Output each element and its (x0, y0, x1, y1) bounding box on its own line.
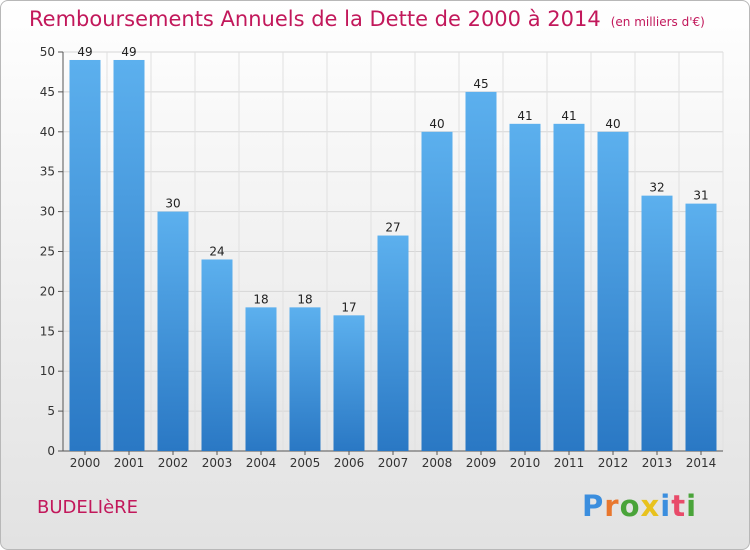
bar-value-label: 32 (649, 181, 664, 195)
logo-letter: r (604, 489, 620, 523)
logo-letter: i (660, 489, 672, 523)
bar (685, 203, 717, 451)
bar-value-label: 27 (385, 221, 400, 235)
proxiti-logo: Proxiti (582, 489, 697, 523)
bar (421, 131, 453, 452)
bar-value-label: 49 (121, 45, 136, 59)
bar (157, 211, 189, 451)
y-tick-label: 10 (40, 364, 55, 378)
bar (333, 315, 365, 451)
y-tick-label: 5 (47, 404, 55, 418)
bar (289, 307, 321, 451)
x-tick-label: 2006 (334, 456, 365, 470)
bar (245, 307, 277, 451)
logo-letter: i (686, 489, 698, 523)
data-labels: 49 49 30 24 18 18 17 27 40 45 41 41 40 32 31 (77, 45, 708, 314)
x-tick-label: 2014 (686, 456, 717, 470)
bar-value-label: 30 (165, 197, 180, 211)
bars (69, 59, 717, 452)
bar (465, 91, 497, 452)
y-tick-label: 35 (40, 165, 55, 179)
bar-value-label: 18 (253, 292, 268, 306)
bar-value-label: 24 (209, 244, 224, 258)
bar-value-label: 17 (341, 300, 356, 314)
bar (597, 131, 629, 452)
bar-value-label: 31 (693, 189, 708, 203)
bar-value-label: 45 (473, 77, 488, 91)
bar (509, 123, 541, 451)
bar (553, 123, 585, 451)
bar-value-label: 18 (297, 292, 312, 306)
x-tick-label: 2011 (554, 456, 585, 470)
bar (201, 259, 233, 451)
x-tick-label: 2005 (290, 456, 321, 470)
y-tick-label: 50 (40, 45, 55, 59)
bar (641, 195, 673, 451)
y-tick-label: 40 (40, 125, 55, 139)
bar-value-label: 40 (429, 117, 444, 131)
y-tick-label: 45 (40, 85, 55, 99)
bar-value-label: 49 (77, 45, 92, 59)
bar-value-label: 41 (561, 109, 576, 123)
x-tick-label: 2013 (642, 456, 673, 470)
bar-value-label: 41 (517, 109, 532, 123)
chart-title: Remboursements Annuels de la Dette de 20… (29, 7, 705, 31)
bar (113, 59, 145, 451)
x-tick-label: 2010 (510, 456, 541, 470)
x-tick-label: 2003 (202, 456, 233, 470)
y-tick-label: 15 (40, 324, 55, 338)
x-tick-label: 2002 (158, 456, 189, 470)
y-tick-label: 0 (47, 444, 55, 458)
bar (377, 235, 409, 451)
y-tick-label: 30 (40, 205, 55, 219)
bar-value-label: 40 (605, 117, 620, 131)
x-tick-label: 2001 (114, 456, 145, 470)
x-tick-label: 2008 (422, 456, 453, 470)
y-tick-label: 20 (40, 284, 55, 298)
x-tick-label: 2007 (378, 456, 409, 470)
logo-letter: o (619, 489, 641, 523)
logo-letter: P (582, 489, 605, 523)
x-tick-label: 2009 (466, 456, 497, 470)
y-tick-label: 25 (40, 245, 55, 259)
logo-letter: x (640, 489, 661, 523)
logo-letter: t (671, 489, 687, 523)
x-tick-label: 2000 (70, 456, 101, 470)
chart-unit: (en milliers d'€) (610, 15, 705, 29)
x-tick-label: 2012 (598, 456, 629, 470)
commune-name: BUDELIèRE (37, 497, 139, 518)
bar (69, 59, 101, 451)
chart-title-text: Remboursements Annuels de la Dette de 20… (29, 7, 601, 31)
x-tick-label: 2004 (246, 456, 277, 470)
